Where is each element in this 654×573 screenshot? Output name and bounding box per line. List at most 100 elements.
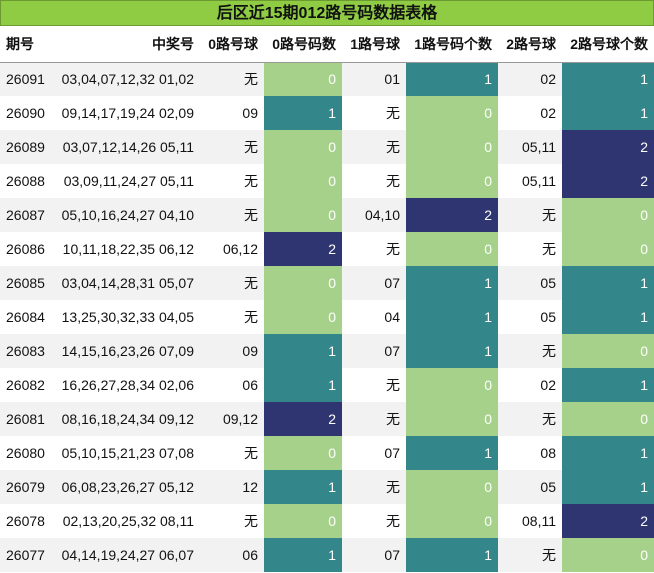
route0-count-cell: 0 — [264, 130, 342, 164]
table-row: 26083 14,15,16,23,26 07,09 09 1 07 1 无 0 — [0, 334, 654, 368]
route2-ball-cell: 无 — [498, 198, 562, 232]
route0-ball-cell: 无 — [200, 164, 264, 198]
route1-ball-cell: 07 — [342, 538, 406, 572]
route1-ball-cell: 无 — [342, 96, 406, 130]
route1-ball-cell: 无 — [342, 368, 406, 402]
route1-ball-cell: 无 — [342, 164, 406, 198]
header-route0-count: 0路号码数 — [264, 26, 342, 63]
table-row: 26087 05,10,16,24,27 04,10 无 0 04,10 2 无 0 — [0, 198, 654, 232]
back-numbers: 06,12 — [158, 241, 194, 257]
route2-ball-cell: 02 — [498, 96, 562, 130]
front-numbers: 03,04,14,28,31 — [61, 275, 156, 291]
route2-count-cell: 1 — [562, 266, 654, 300]
front-numbers: 16,26,27,28,34 — [61, 377, 156, 393]
period-cell: 26083 — [0, 334, 55, 368]
front-numbers: 05,10,15,21,23 — [61, 445, 156, 461]
period-cell: 26085 — [0, 266, 55, 300]
back-numbers: 07,09 — [158, 343, 194, 359]
table-row: 26081 08,16,18,24,34 09,12 09,12 2 无 0 无 0 — [0, 402, 654, 436]
front-numbers: 13,25,30,32,33 — [61, 309, 156, 325]
period-cell: 26086 — [0, 232, 55, 266]
table-row: 26091 03,04,07,12,32 01,02 无 0 01 1 02 1 — [0, 62, 654, 96]
route2-count-cell: 1 — [562, 368, 654, 402]
winning-number-cell: 05,10,15,21,23 07,08 — [55, 436, 200, 470]
winning-number-cell: 09,14,17,19,24 02,09 — [55, 96, 200, 130]
route0-ball-cell: 06 — [200, 538, 264, 572]
route1-ball-cell: 无 — [342, 470, 406, 504]
route0-ball-cell: 无 — [200, 62, 264, 96]
route1-count-cell: 0 — [406, 368, 498, 402]
route1-count-cell: 1 — [406, 300, 498, 334]
table-row: 26082 16,26,27,28,34 02,06 06 1 无 0 02 1 — [0, 368, 654, 402]
winning-number-cell: 16,26,27,28,34 02,06 — [55, 368, 200, 402]
lottery-table: 期号 中奖号 0路号球 0路号码数 1路号球 1路号码个数 2路号球 2路号球个… — [0, 26, 654, 572]
route1-count-cell: 0 — [406, 164, 498, 198]
back-numbers: 09,12 — [158, 411, 194, 427]
route0-ball-cell: 06,12 — [200, 232, 264, 266]
route2-ball-cell: 08 — [498, 436, 562, 470]
route0-count-cell: 0 — [264, 504, 342, 538]
header-route1-ball: 1路号球 — [342, 26, 406, 63]
route1-count-cell: 0 — [406, 130, 498, 164]
route2-ball-cell: 无 — [498, 334, 562, 368]
period-cell: 26079 — [0, 470, 55, 504]
route1-count-cell: 0 — [406, 504, 498, 538]
front-numbers: 03,04,07,12,32 — [61, 71, 156, 88]
route1-ball-cell: 无 — [342, 402, 406, 436]
route2-count-cell: 2 — [562, 164, 654, 198]
route0-ball-cell: 无 — [200, 504, 264, 538]
route0-count-cell: 1 — [264, 470, 342, 504]
winning-number-cell: 03,09,11,24,27 05,11 — [55, 164, 200, 198]
front-numbers: 08,16,18,24,34 — [61, 411, 156, 427]
winning-number-cell: 14,15,16,23,26 07,09 — [55, 334, 200, 368]
header-row: 期号 中奖号 0路号球 0路号码数 1路号球 1路号码个数 2路号球 2路号球个… — [0, 26, 654, 63]
route0-ball-cell: 09 — [200, 96, 264, 130]
route1-ball-cell: 04 — [342, 300, 406, 334]
route1-count-cell: 1 — [406, 334, 498, 368]
period-cell: 26077 — [0, 538, 55, 572]
period-cell: 26088 — [0, 164, 55, 198]
winning-number-cell: 13,25,30,32,33 04,05 — [55, 300, 200, 334]
front-numbers: 05,10,16,24,27 — [61, 207, 156, 223]
period-cell: 26084 — [0, 300, 55, 334]
route2-count-cell: 0 — [562, 402, 654, 436]
back-numbers: 05,11 — [160, 139, 194, 155]
route1-count-cell: 0 — [406, 402, 498, 436]
route2-count-cell: 1 — [562, 470, 654, 504]
route0-ball-cell: 无 — [200, 300, 264, 334]
back-numbers: 02,06 — [158, 377, 194, 393]
period-cell: 26089 — [0, 130, 55, 164]
route2-ball-cell: 05,11 — [498, 164, 562, 198]
back-numbers: 06,07 — [158, 547, 194, 563]
route0-ball-cell: 无 — [200, 436, 264, 470]
route2-ball-cell: 02 — [498, 368, 562, 402]
table-row: 26088 03,09,11,24,27 05,11 无 0 无 0 05,11 2 — [0, 164, 654, 198]
period-cell: 26091 — [0, 62, 55, 96]
back-numbers: 01,02 — [158, 71, 194, 88]
route2-count-cell: 2 — [562, 130, 654, 164]
route2-count-cell: 1 — [562, 300, 654, 334]
route0-count-cell: 0 — [264, 436, 342, 470]
period-cell: 26078 — [0, 504, 55, 538]
route1-ball-cell: 07 — [342, 334, 406, 368]
route0-count-cell: 0 — [264, 266, 342, 300]
front-numbers: 09,14,17,19,24 — [61, 105, 156, 121]
period-cell: 26090 — [0, 96, 55, 130]
table-row: 26078 02,13,20,25,32 08,11 无 0 无 0 08,11 2 — [0, 504, 654, 538]
route1-ball-cell: 无 — [342, 130, 406, 164]
route0-ball-cell: 09,12 — [200, 402, 264, 436]
route0-count-cell: 1 — [264, 96, 342, 130]
route0-ball-cell: 无 — [200, 266, 264, 300]
front-numbers: 02,13,20,25,32 — [62, 513, 157, 529]
route0-count-cell: 1 — [264, 334, 342, 368]
route0-count-cell: 2 — [264, 232, 342, 266]
route1-count-cell: 1 — [406, 436, 498, 470]
route1-ball-cell: 07 — [342, 266, 406, 300]
route2-count-cell: 0 — [562, 232, 654, 266]
route2-ball-cell: 05 — [498, 266, 562, 300]
winning-number-cell: 08,16,18,24,34 09,12 — [55, 402, 200, 436]
back-numbers: 05,12 — [158, 479, 194, 495]
route1-ball-cell: 04,10 — [342, 198, 406, 232]
route0-ball-cell: 09 — [200, 334, 264, 368]
